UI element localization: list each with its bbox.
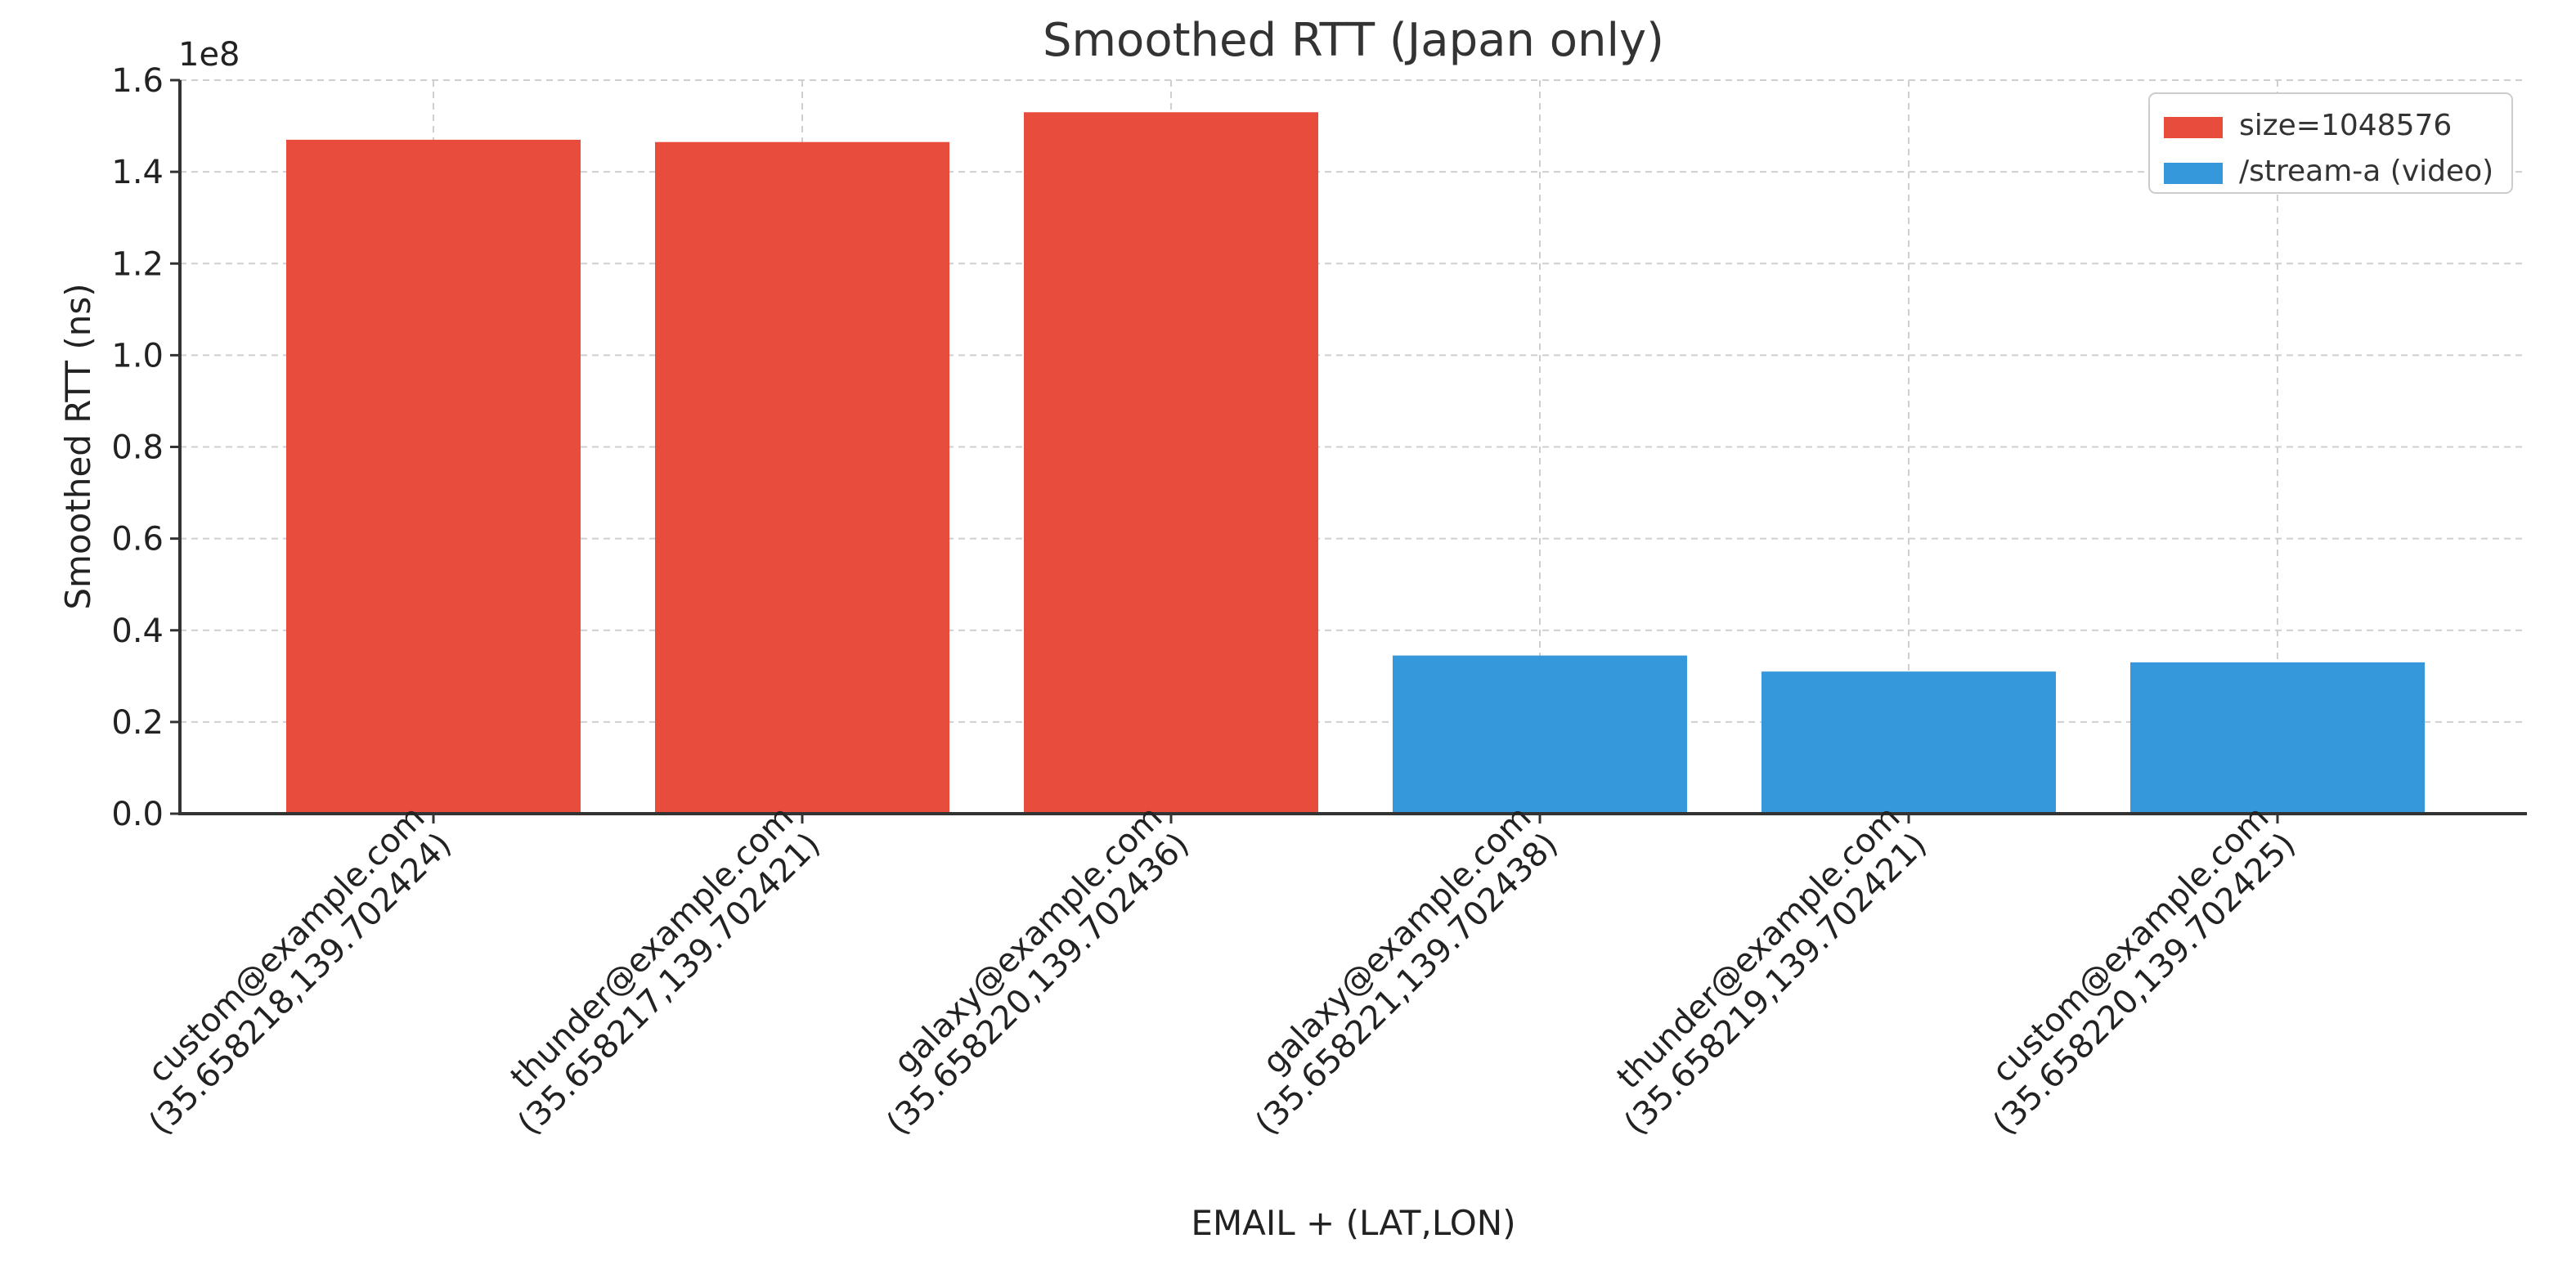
bar — [1393, 655, 1687, 814]
x-tick-label-line: galaxy@example.com — [887, 799, 1170, 1082]
x-axis-label: EMAIL + (LAT,LON) — [1191, 1203, 1515, 1243]
x-tick-label-line: (35.658217,139.702421) — [510, 825, 827, 1142]
x-tick-label-line: (35.658218,139.702424) — [141, 825, 458, 1142]
y-tick-label: 0.4 — [111, 613, 164, 650]
y-tick-label: 1.2 — [111, 245, 164, 283]
x-tick-label-line: (35.658219,139.702421) — [1617, 825, 1933, 1142]
y-tick-label: 0.6 — [111, 521, 164, 559]
x-tick-label: thunder@example.com(35.658219,139.702421… — [1591, 799, 1934, 1142]
x-tick-label: custom@example.com(35.658220,139.702425) — [1959, 799, 2303, 1142]
y-tick-label: 0.8 — [111, 429, 164, 467]
x-tick-label-line: (35.658221,139.702438) — [1248, 825, 1564, 1142]
y-tick-label: 1.6 — [111, 62, 164, 100]
bar — [1761, 671, 2056, 814]
legend-label: /stream-a (video) — [2239, 155, 2493, 188]
legend-items: size=1048576/stream-a (video) — [2164, 109, 2493, 188]
bar — [2130, 662, 2425, 814]
legend-label: size=1048576 — [2239, 109, 2452, 142]
y-tick-label: 1.0 — [111, 337, 164, 375]
y-tick-label: 1.4 — [111, 154, 164, 191]
legend: size=1048576/stream-a (video) — [2148, 92, 2513, 194]
x-tick-label: galaxy@example.com(35.658220,139.702436) — [853, 799, 1196, 1142]
x-tick-label: custom@example.com(35.658218,139.702424) — [115, 799, 459, 1142]
x-tick-label-line: galaxy@example.com — [1256, 799, 1539, 1082]
x-tick-label: thunder@example.com(35.658217,139.702421… — [484, 799, 828, 1142]
legend-swatch — [2164, 163, 2223, 184]
x-tick-label: galaxy@example.com(35.658221,139.702438) — [1222, 799, 1565, 1142]
legend-swatch — [2164, 117, 2223, 138]
x-tick-label-line: (35.658220,139.702425) — [1986, 825, 2302, 1142]
x-axis-ticks: custom@example.com(35.658218,139.702424)… — [115, 799, 2303, 1142]
bars-layer — [286, 112, 2425, 815]
chart-title: Smoothed RTT (Japan only) — [1043, 14, 1664, 67]
x-tick-label-line: thunder@example.com — [504, 799, 801, 1097]
bar — [1024, 112, 1318, 814]
x-tick-label-line: (35.658220,139.702436) — [879, 825, 1196, 1142]
x-tick-label-line: thunder@example.com — [1610, 799, 1908, 1097]
bar — [286, 139, 581, 815]
x-tick-label-line: custom@example.com — [1985, 799, 2276, 1090]
y-offset-text: 1e8 — [178, 36, 240, 74]
y-axis-label: Smoothed RTT (ns) — [58, 283, 98, 609]
bar — [655, 141, 949, 814]
legend-frame — [2148, 92, 2513, 194]
y-axis-ticks: 0.0 0.2 0.4 0.6 0.8 1.0 1.2 1.4 1.6 — [111, 62, 180, 833]
y-tick-label: 0.2 — [111, 704, 164, 742]
y-tick-label: 0.0 — [111, 796, 164, 833]
x-tick-label-line: custom@example.com — [141, 799, 432, 1090]
